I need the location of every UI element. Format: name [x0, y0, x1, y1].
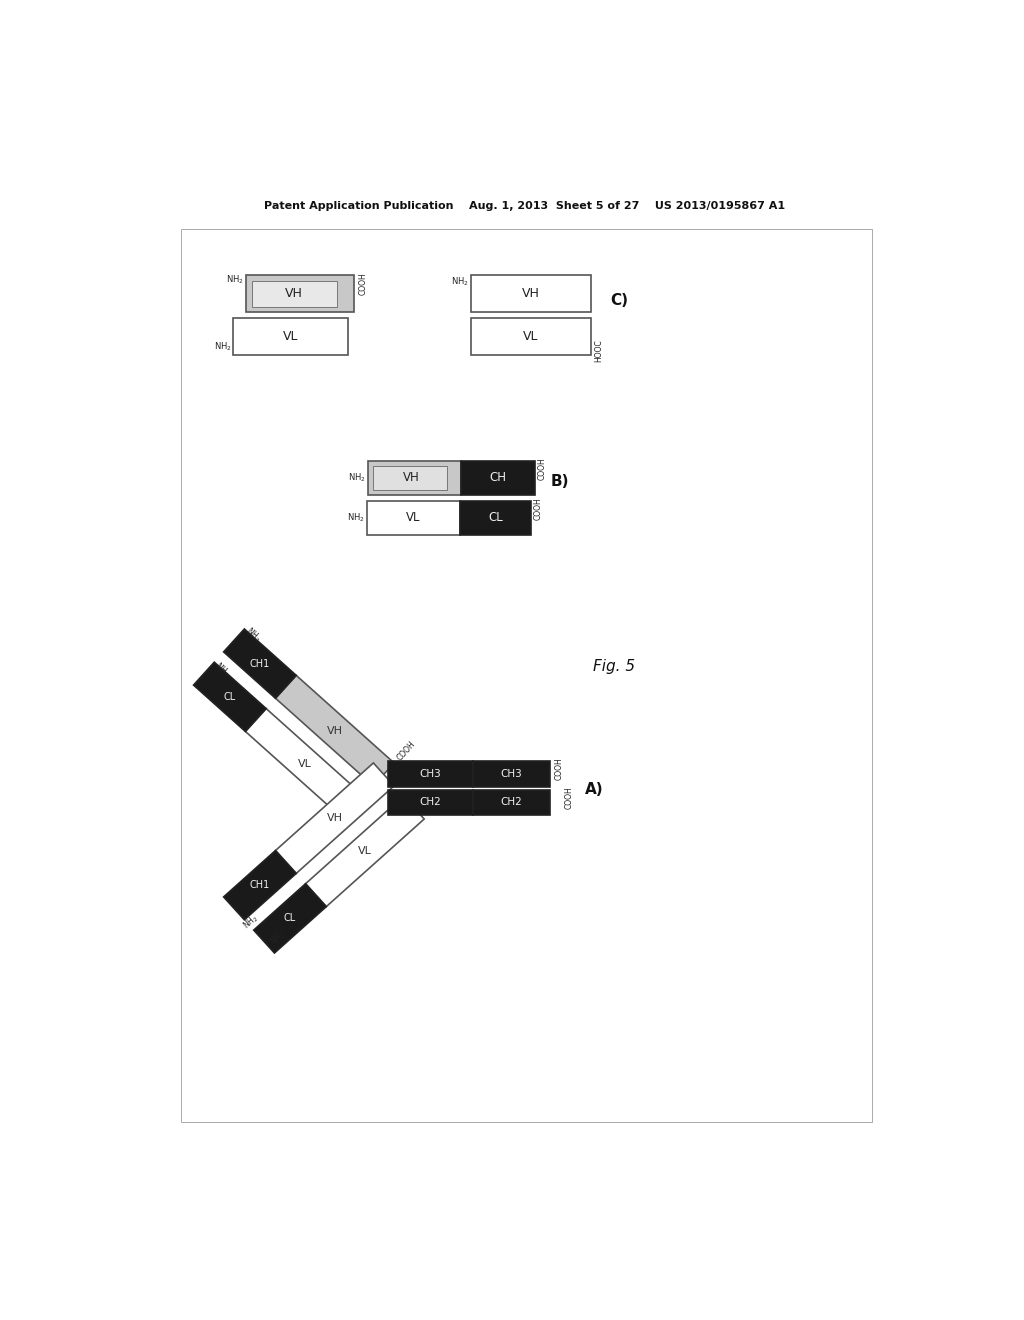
- Text: CH2: CH2: [420, 797, 441, 807]
- Text: VH: VH: [327, 813, 343, 824]
- Bar: [471, 276, 591, 313]
- Text: COOH: COOH: [393, 789, 415, 813]
- Text: NH$_2$: NH$_2$: [268, 928, 289, 948]
- Bar: [473, 789, 550, 816]
- Bar: [254, 883, 327, 953]
- Text: NH$_2$: NH$_2$: [347, 512, 365, 524]
- Bar: [471, 318, 591, 355]
- Text: NH$_2$: NH$_2$: [241, 912, 260, 932]
- Bar: [223, 850, 296, 920]
- Bar: [305, 796, 424, 907]
- Bar: [373, 466, 447, 490]
- Bar: [275, 676, 394, 785]
- Text: VL: VL: [298, 759, 311, 768]
- Text: VL: VL: [283, 330, 299, 343]
- Text: NH$_2$: NH$_2$: [244, 624, 264, 644]
- Text: VH: VH: [285, 288, 303, 301]
- Text: COOH: COOH: [358, 272, 368, 294]
- Text: VH: VH: [402, 471, 419, 484]
- Bar: [223, 630, 296, 698]
- Text: A): A): [586, 783, 604, 797]
- Text: VH: VH: [327, 726, 343, 735]
- Text: Patent Application Publication    Aug. 1, 2013  Sheet 5 of 27    US 2013/0195867: Patent Application Publication Aug. 1, 2…: [264, 201, 785, 211]
- Text: COOH: COOH: [395, 739, 418, 763]
- Bar: [246, 276, 354, 313]
- Text: COOH: COOH: [535, 498, 543, 520]
- Text: CH3: CH3: [420, 768, 441, 779]
- Text: C): C): [610, 293, 628, 309]
- Bar: [194, 663, 266, 731]
- Bar: [460, 502, 531, 535]
- Bar: [233, 318, 348, 355]
- Text: VL: VL: [406, 511, 421, 524]
- Text: NH$_2$: NH$_2$: [451, 276, 468, 288]
- Text: CH2: CH2: [501, 797, 522, 807]
- Text: COOH: COOH: [565, 787, 574, 809]
- Bar: [369, 461, 461, 495]
- Bar: [388, 762, 473, 787]
- Bar: [246, 709, 365, 818]
- Text: COOH: COOH: [554, 758, 563, 780]
- Text: CL: CL: [488, 511, 503, 524]
- Text: HOOC: HOOC: [595, 339, 603, 362]
- Text: VL: VL: [358, 846, 372, 857]
- Text: Fig. 5: Fig. 5: [593, 659, 635, 675]
- Text: CH3: CH3: [501, 768, 522, 779]
- Bar: [180, 230, 872, 1122]
- Text: CL: CL: [284, 913, 296, 924]
- Bar: [275, 763, 394, 874]
- Text: NH$_2$: NH$_2$: [212, 660, 232, 680]
- Text: CH1: CH1: [250, 880, 270, 890]
- Text: COOH: COOH: [538, 457, 547, 480]
- Text: VH: VH: [521, 288, 540, 301]
- Text: NH$_2$: NH$_2$: [348, 471, 366, 484]
- Bar: [461, 461, 535, 495]
- Bar: [473, 762, 550, 787]
- Bar: [252, 281, 337, 308]
- Text: CH1: CH1: [250, 659, 270, 669]
- Text: NH$_2$: NH$_2$: [214, 341, 231, 354]
- Text: CH: CH: [489, 471, 507, 484]
- Bar: [388, 789, 473, 816]
- Text: CL: CL: [223, 692, 236, 702]
- Text: B): B): [550, 474, 569, 490]
- Text: NH$_2$: NH$_2$: [226, 273, 244, 286]
- Text: VL: VL: [523, 330, 539, 343]
- Bar: [367, 502, 460, 535]
